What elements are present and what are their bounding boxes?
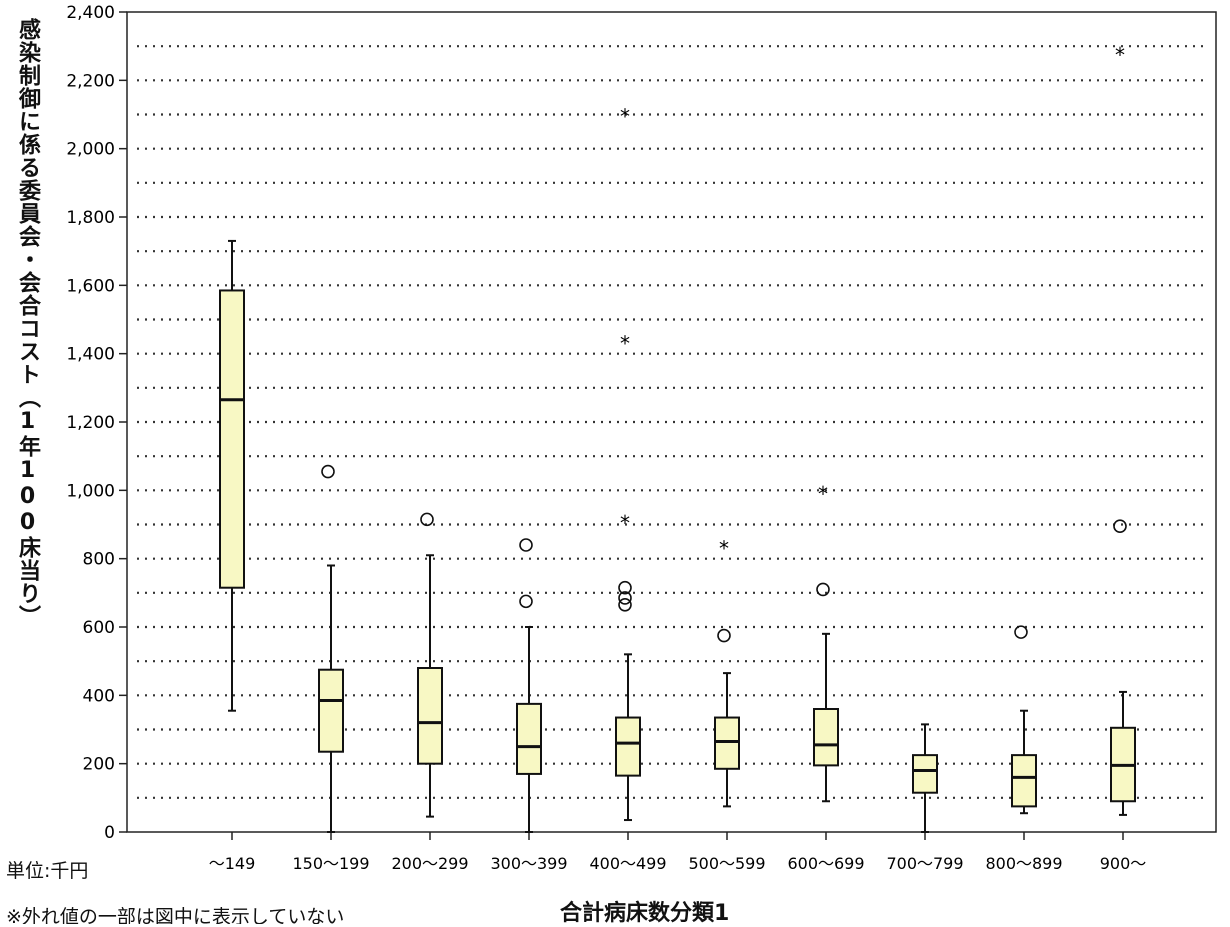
y-tick-label: 200 [83,755,115,775]
outlier-point [717,628,731,643]
box [912,754,938,794]
box-group [417,512,443,818]
outlier-point [519,594,533,609]
y-axis: 0 200 400 600 800 1,000 1,200 1,400 1,600 1,800 2,… [66,3,127,843]
outlier-point [816,582,830,597]
box [1011,754,1037,808]
x-tick-label: 150～199 [292,854,369,873]
x-tick-label: 500～599 [688,854,765,873]
extreme-point: * [620,332,630,356]
y-tick-label: 1,000 [66,481,115,501]
extreme-point: * [620,511,630,535]
outlier-point [519,538,533,552]
outlier-point [1014,625,1028,639]
y-tick-label: 2,000 [66,140,115,160]
footnote: ※外れ値の一部は図中に表示していない [6,906,345,924]
x-tick-label: 900～ [1100,854,1147,873]
grid-lines [137,45,1206,799]
y-tick-label: 1,600 [66,276,115,296]
box-group [912,723,938,833]
y-tick-label: 0 [104,823,115,843]
box [516,702,542,775]
y-tick-label: 1,200 [66,413,115,433]
x-tick-label: ～149 [209,854,256,873]
x-axis: ～149 150～199 200～299 300～399 400～499 500～599 6… [209,832,1147,873]
x-tick-label: 700～799 [886,854,963,873]
x-tick-label: 200～299 [391,854,468,873]
box [318,668,344,753]
outlier-point [1113,519,1127,534]
extreme-point: * [620,105,630,129]
y-tick-label: 1,800 [66,208,115,228]
y-axis-title: 感染制御に係る委員会・会合コスト（1年100床当り） [15,18,40,628]
extreme-point: * [719,537,729,561]
box-group [318,464,344,833]
outlier-point [618,597,632,612]
outlier-point [420,512,434,527]
y-tick-label: 1,400 [66,345,115,365]
box-group: * [1110,43,1136,816]
box [813,708,839,767]
box-group: * * * [615,105,641,822]
x-axis-title: 合計病床数分類1 [560,901,730,926]
box-plots: * * * * * * [219,43,1136,833]
y-tick-label: 600 [83,618,115,638]
y-tick-label: 800 [83,550,115,570]
x-tick-label: 600～699 [787,854,864,873]
x-tick-label: 400～499 [589,854,666,873]
unit-label: 単位:千円 [6,860,89,882]
outlier-point [618,580,632,595]
box-group: * [714,537,740,808]
extreme-point: * [1115,43,1125,67]
box-group [219,239,245,712]
x-tick-label: 300～399 [490,854,567,873]
box-group [516,538,542,833]
y-tick-label: 2,200 [66,71,115,91]
outlier-point [618,591,632,605]
box [615,716,641,777]
extreme-point: * [818,482,828,506]
box-group [1011,625,1037,815]
x-tick-label: 800～899 [985,854,1062,873]
outlier-point [321,464,335,479]
y-tick-label: 400 [83,686,115,706]
box-group: * [813,482,839,803]
box [219,289,245,589]
y-tick-label: 2,400 [66,3,115,23]
box [714,716,740,770]
box [417,667,443,765]
